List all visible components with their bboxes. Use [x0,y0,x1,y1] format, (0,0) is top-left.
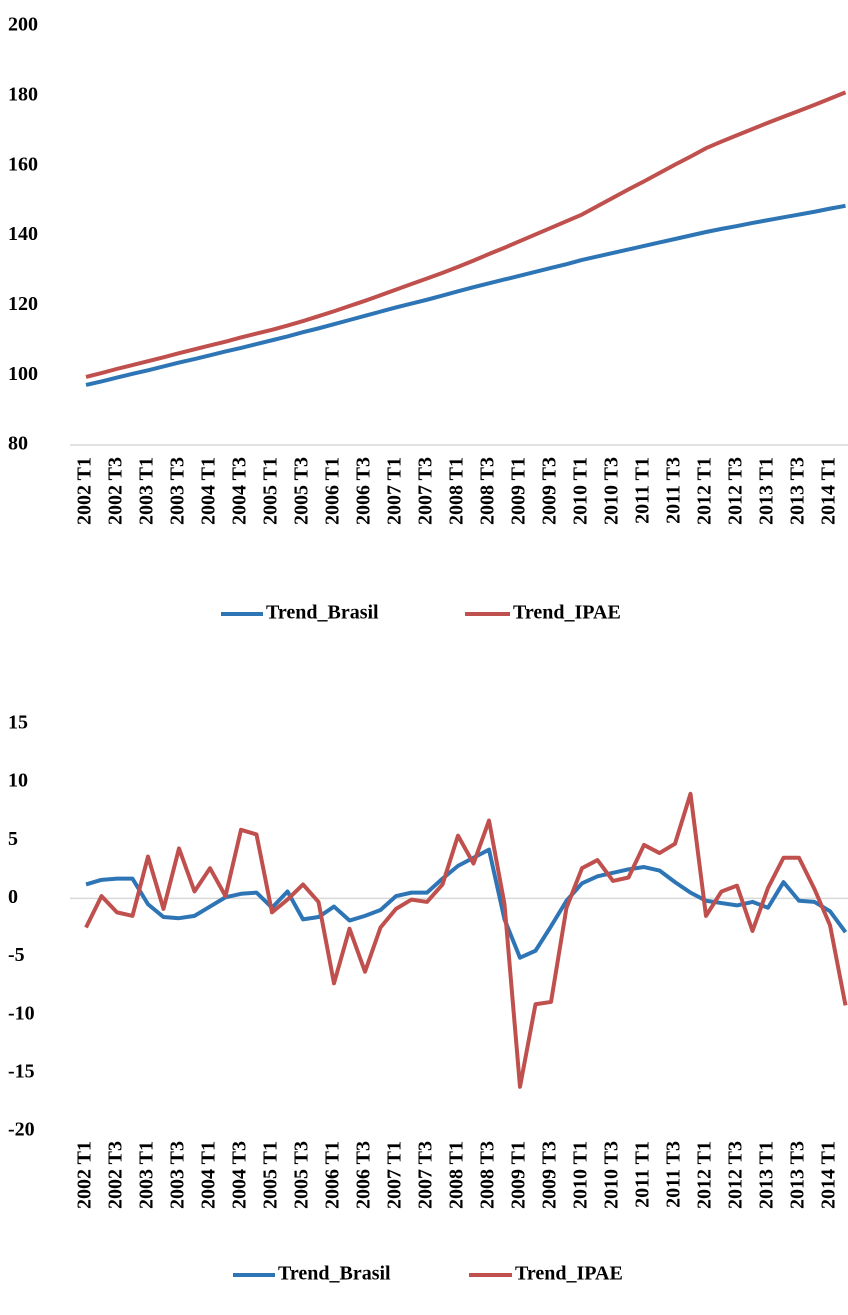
x-tick-label: 2009 T1 [508,1141,530,1209]
x-tick-label: 2007 T1 [384,457,406,525]
x-tick-label: 2006 T1 [322,457,344,525]
x-tick-label: 2004 T3 [229,457,251,525]
legend-label: Trend_Brasil [266,602,379,624]
x-tick-label: 2005 T3 [291,457,313,525]
x-tick-label: 2010 T1 [570,457,592,525]
x-tick-label: 2010 T3 [601,457,623,525]
y-tick-label: 180 [8,83,38,105]
x-tick-label: 2007 T3 [415,1141,437,1209]
y-tick-label: 100 [8,363,38,385]
y-tick-label: 140 [8,223,38,245]
x-tick-label: 2008 T3 [477,457,499,525]
y-tick-label: -10 [8,1002,35,1024]
x-tick-label: 2008 T1 [446,457,468,525]
series-line [85,847,848,960]
x-tick-label: 2014 T1 [818,457,840,525]
x-tick-label: 2013 T1 [756,1141,778,1209]
x-tick-label: 2009 T3 [539,457,561,525]
x-tick-label: 2011 T3 [663,1141,685,1208]
x-tick-label: 2012 T3 [725,1141,747,1209]
x-tick-label: 2012 T1 [694,457,716,525]
x-tick-label: 2010 T1 [570,1141,592,1209]
series-line [84,791,848,1089]
x-tick-label: 2013 T1 [756,457,778,525]
x-tick-label: 2012 T3 [725,457,747,525]
legend-label: Trend_IPAE [513,602,621,624]
x-tick-label: 2003 T3 [167,457,189,525]
y-tick-label: -20 [8,1119,35,1141]
x-tick-label: 2012 T1 [694,1141,716,1209]
x-tick-label: 2007 T3 [415,457,437,525]
x-tick-label: 2006 T3 [353,1141,375,1209]
x-tick-label: 2005 T1 [260,1141,282,1209]
x-tick-label: 2002 T1 [74,457,96,525]
x-tick-label: 2005 T1 [260,457,282,525]
x-tick-label: 2010 T3 [601,1141,623,1209]
legend-label: Trend_Brasil [278,1263,391,1285]
y-tick-label: -15 [8,1060,35,1082]
x-tick-label: 2008 T1 [446,1141,468,1209]
x-tick-label: 2004 T1 [198,1141,220,1209]
x-tick-label: 2002 T3 [105,457,127,525]
x-tick-label: 2011 T1 [632,457,654,524]
x-tick-label: 2007 T1 [384,1141,406,1209]
y-tick-label: 120 [8,293,38,315]
y-tick-label: 0 [8,886,18,908]
x-tick-label: 2006 T1 [322,1141,344,1209]
x-tick-label: 2004 T1 [198,457,220,525]
y-tick-label: 200 [8,14,38,36]
x-tick-label: 2008 T3 [477,1141,499,1209]
x-tick-label: 2009 T3 [539,1141,561,1209]
x-tick-label: 2011 T1 [632,1141,654,1208]
y-tick-label: 10 [8,770,28,792]
series-line [85,203,846,387]
x-tick-label: 2013 T3 [787,1141,809,1209]
y-tick-label: 15 [8,712,28,734]
x-tick-label: 2005 T3 [291,1141,313,1209]
x-tick-label: 2014 T1 [818,1141,840,1209]
x-tick-label: 2013 T3 [787,457,809,525]
y-tick-label: -5 [8,944,25,966]
y-tick-label: 80 [8,433,28,455]
x-tick-label: 2003 T1 [136,457,158,525]
x-tick-label: 2002 T1 [74,1141,96,1209]
x-tick-label: 2006 T3 [353,457,375,525]
x-tick-label: 2009 T1 [508,457,530,525]
series-line [85,90,847,379]
legend-label: Trend_IPAE [515,1263,623,1285]
x-tick-label: 2003 T3 [167,1141,189,1209]
y-tick-label: 160 [8,153,38,175]
x-tick-label: 2011 T3 [663,457,685,524]
y-tick-label: 5 [8,828,18,850]
x-tick-label: 2003 T1 [136,1141,158,1209]
x-tick-label: 2002 T3 [105,1141,127,1209]
x-tick-label: 2004 T3 [229,1141,251,1209]
